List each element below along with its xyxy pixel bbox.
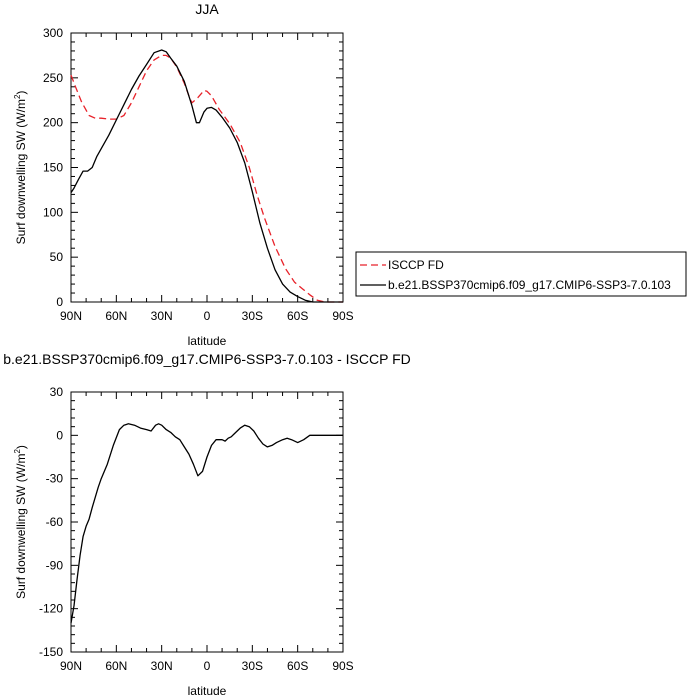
x-tick-label: 0 — [204, 309, 211, 323]
x-tick-label: 90S — [332, 659, 353, 673]
y-tick-label: 100 — [43, 205, 63, 219]
y-axis-label-end: ) — [14, 91, 28, 95]
legend-box — [355, 251, 687, 297]
x-tick-label: 60S — [287, 309, 308, 323]
y-axis-label-sup: 2 — [13, 449, 22, 454]
x-tick-label: 90N — [60, 659, 82, 673]
bottom-panel: 90N 60N 30N 0 30S 60S 90S -150 -120 -90 -60 -30 0 30 b… — [3, 351, 411, 698]
x-tick-label: 90N — [60, 309, 82, 323]
y-axis-label-end: ) — [14, 445, 28, 449]
x-tick-label: 60N — [105, 659, 127, 673]
y-tick-label: 0 — [56, 295, 63, 309]
series-line-1 — [70, 49, 343, 303]
y-tick-label: 150 — [43, 161, 63, 175]
y-axis-label-sup: 2 — [13, 94, 22, 99]
y-tick-label: 300 — [43, 26, 63, 40]
y-axis-label-main: Surf downwelling SW (W/m — [14, 99, 28, 244]
y-axis-label: Surf downwelling SW (W/m2) — [13, 91, 28, 245]
series-line-0 — [70, 54, 343, 303]
y-tick-label: -90 — [46, 558, 64, 572]
y-tick-label: 200 — [43, 116, 63, 130]
x-tick-label: 30N — [151, 659, 173, 673]
x-tick-label: 30S — [242, 659, 263, 673]
x-tick-label: 30S — [242, 309, 263, 323]
y-axis-label-main: Surf downwelling SW (W/m — [14, 454, 28, 599]
y-tick-label: -60 — [46, 515, 64, 529]
x-tick-label: 0 — [204, 659, 211, 673]
y-tick-label: -120 — [39, 602, 63, 616]
x-tick-label: 60N — [105, 309, 127, 323]
series-line-0 — [70, 423, 343, 624]
top-panel: 90N 60N 30N 0 30S 60S 90S 0 50 100 150 200 250 300 JJA… — [13, 1, 687, 348]
y-tick-label: -30 — [46, 472, 64, 486]
y-tick-label: 250 — [43, 71, 63, 85]
plot-frame — [70, 32, 344, 303]
chart-title: JJA — [195, 1, 219, 17]
legend-label-0: ISCCP FD — [388, 258, 444, 272]
x-tick-label: 90S — [332, 309, 353, 323]
x-tick-label: 60S — [287, 659, 308, 673]
x-tick-label: 30N — [151, 309, 173, 323]
y-axis-label: Surf downwelling SW (W/m2) — [13, 445, 28, 599]
y-tick-label: 50 — [50, 250, 64, 264]
y-tick-label: -150 — [39, 645, 63, 659]
legend-label-1: b.e21.BSSP370cmip6.f09_g17.CMIP6-SSP3-7.… — [388, 278, 671, 292]
chart-title: b.e21.BSSP370cmip6.f09_g17.CMIP6-SSP3-7.… — [3, 351, 411, 367]
x-axis-label: latitude — [188, 334, 227, 348]
plot-frame — [70, 391, 344, 653]
y-tick-label: 30 — [50, 385, 64, 399]
x-axis-label: latitude — [188, 684, 227, 698]
y-tick-label: 0 — [56, 428, 63, 442]
